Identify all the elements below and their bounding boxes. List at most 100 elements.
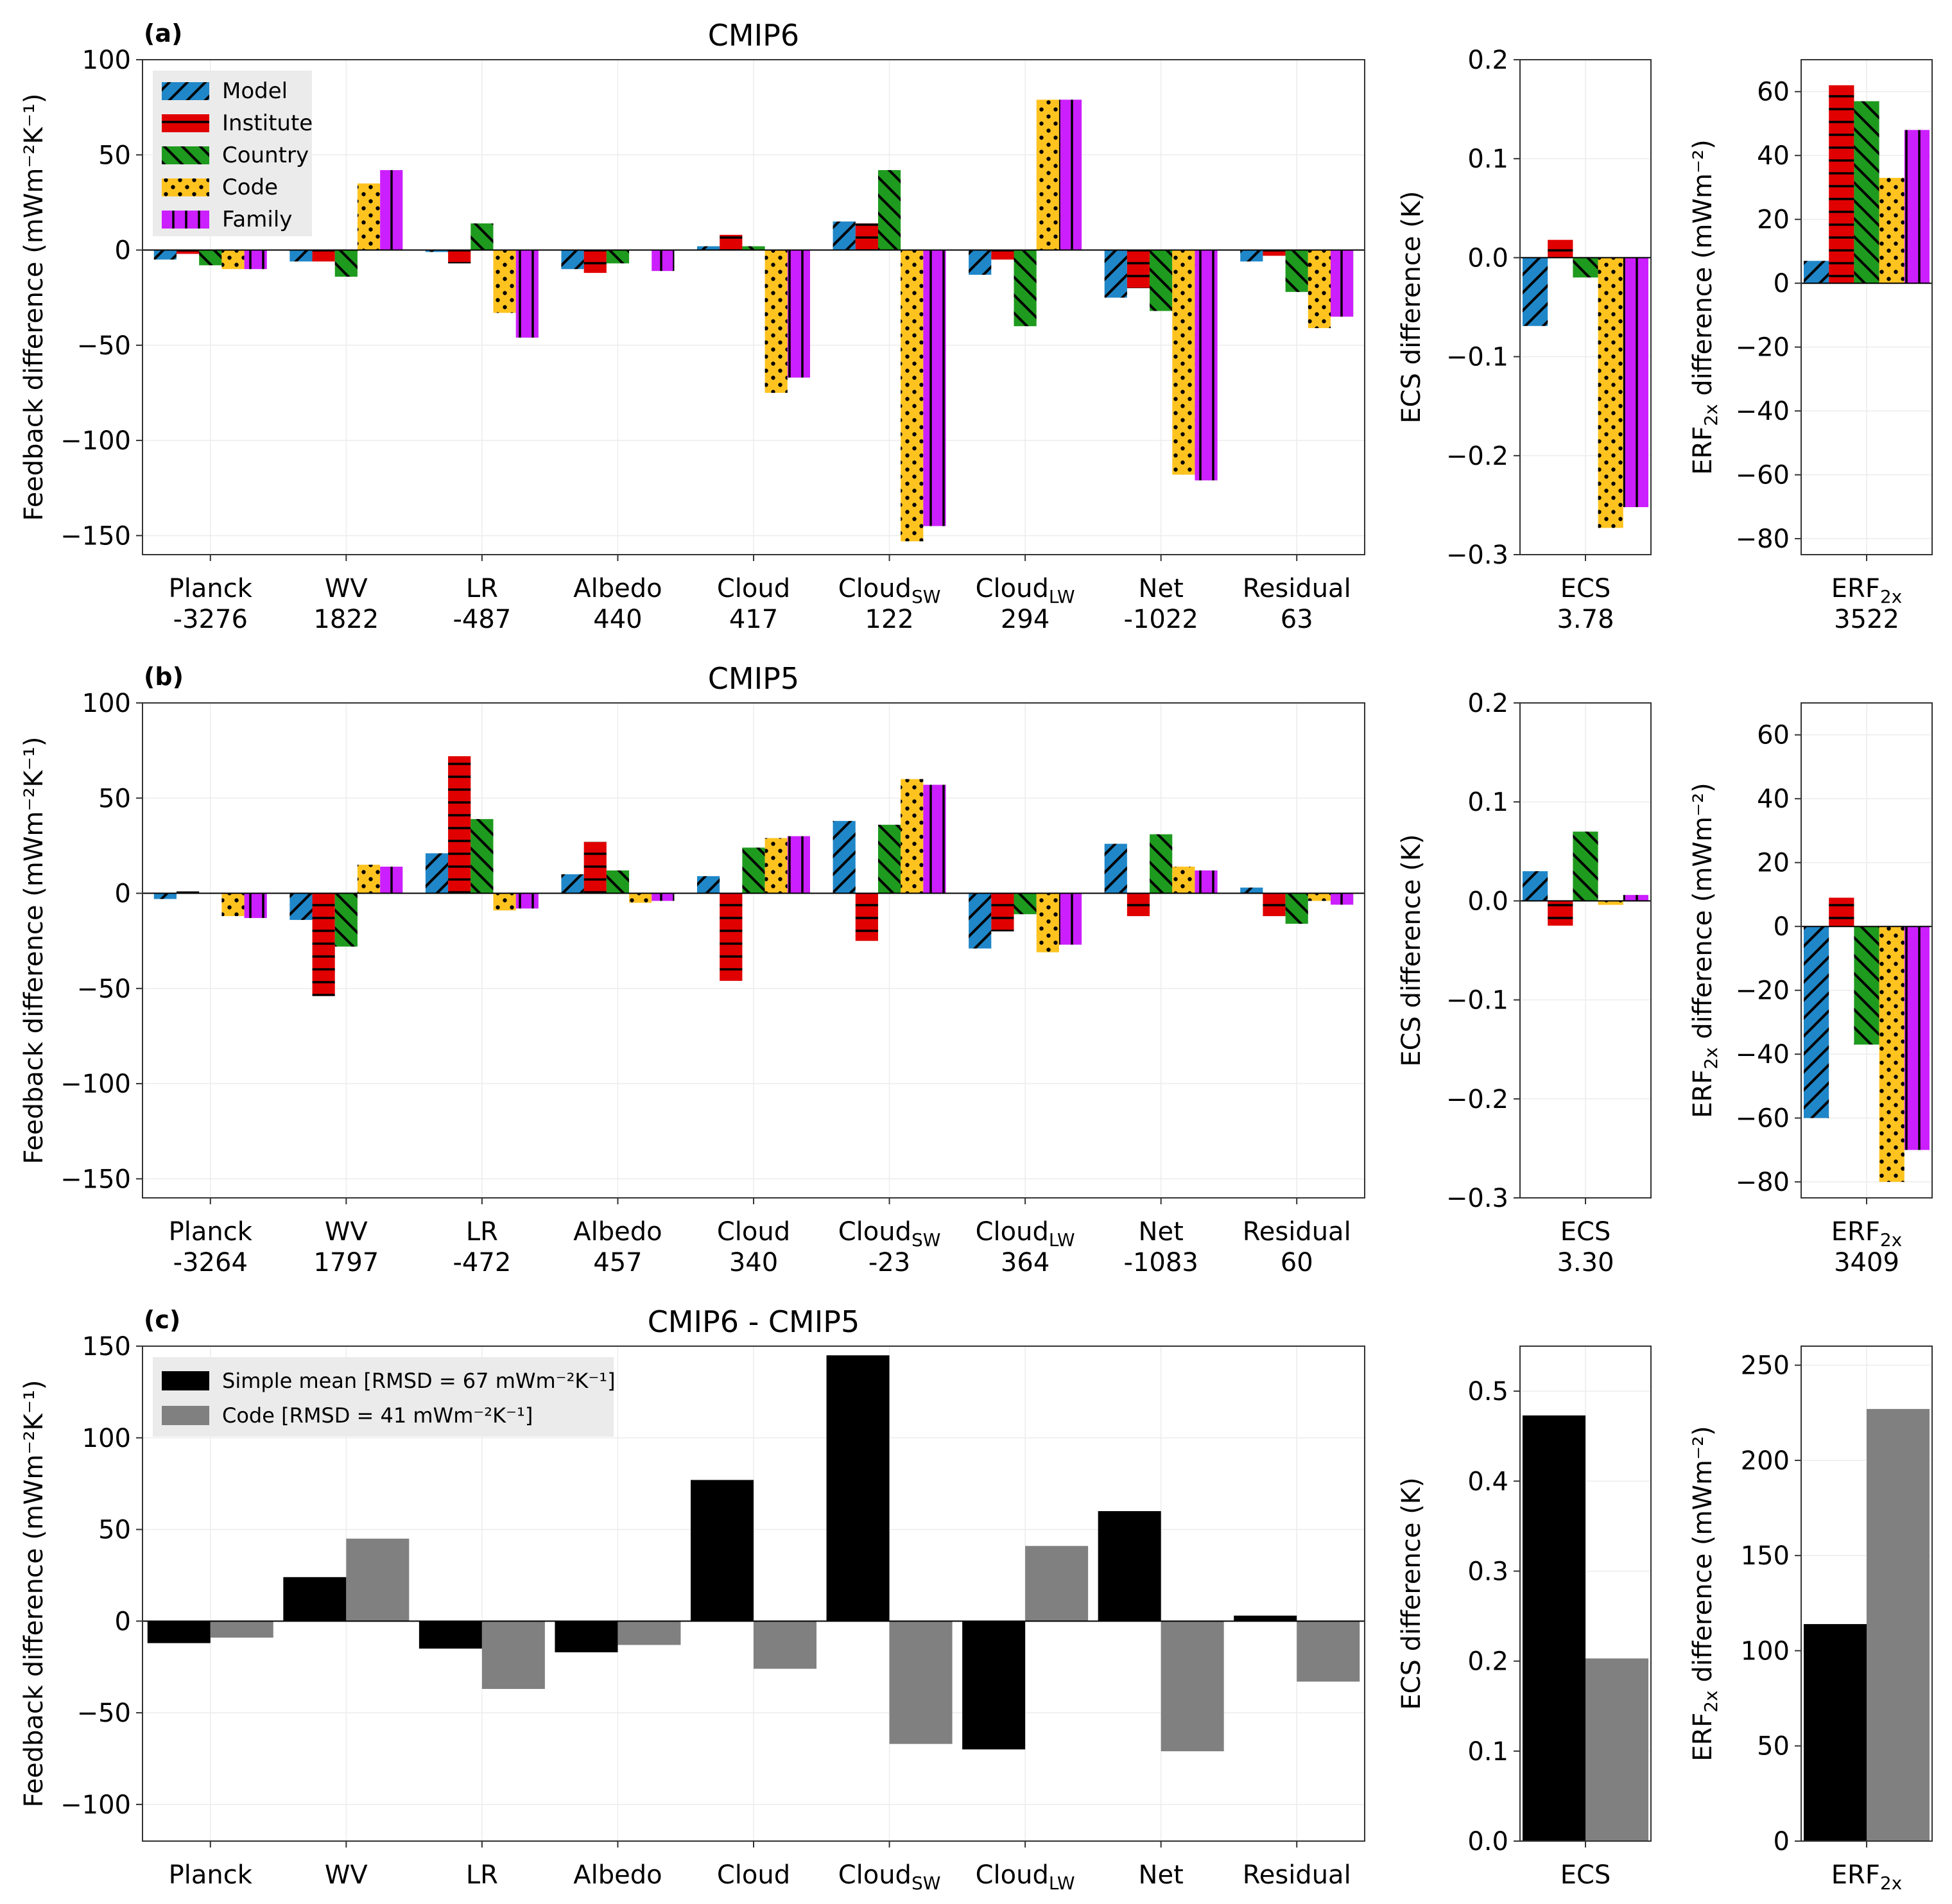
- panel-c-erf-bar-simple: [1804, 1623, 1867, 1841]
- panel-a-ylabel: Feedback difference (mWm⁻²K⁻¹): [19, 94, 49, 521]
- panel-b-erf-tick-label: ERF2x: [1831, 1217, 1902, 1251]
- panel-c-erf-tick-label: ERF2x: [1831, 1860, 1902, 1894]
- panel-a-bar-institute: [176, 250, 200, 254]
- panel-a-bar-institute: [583, 250, 607, 273]
- panel-b-value-label: -472: [453, 1248, 511, 1277]
- panel-c-tick-label: CloudLW: [976, 1860, 1075, 1894]
- panel-c-erf-ytick-label: 150: [1741, 1541, 1790, 1571]
- panel-c-bar-codec: [889, 1621, 953, 1744]
- panel-b-bar-institute: [991, 893, 1014, 931]
- panel-b-bar-country: [1150, 834, 1173, 894]
- panel-b-bar-code: [1036, 893, 1059, 953]
- panel-b-bar-code: [629, 893, 652, 903]
- panel-a-ytick-label: 0: [115, 236, 131, 266]
- panel-b-ecs-bar-code: [1598, 901, 1623, 905]
- panel-b-bar-code: [764, 838, 788, 894]
- panel-b-bar-code: [493, 893, 516, 911]
- panel-a-value-label: -3276: [173, 605, 248, 634]
- panel-a-frame: [142, 59, 1365, 555]
- panel-b-value-label: -23: [868, 1248, 910, 1277]
- panel-a-erf-tick-label: ERF2x: [1831, 574, 1902, 607]
- panel-b-ecs-ytick-label: −0.1: [1446, 986, 1508, 1016]
- panel-c-ecs-ytick-label: 0.1: [1467, 1737, 1508, 1767]
- panel-b-tick-label: Cloud: [717, 1217, 790, 1247]
- panel-a-ytick-label: 100: [82, 46, 131, 75]
- panel-c-erf-ytick-label: 0: [1774, 1827, 1790, 1856]
- panel-a-ecs-bar-model: [1523, 257, 1548, 326]
- panel-a-bar-code: [764, 250, 788, 393]
- panel-c-tick-label: CloudSW: [838, 1860, 941, 1894]
- legend-label-simple: Simple mean [RMSD = 67 mWm⁻²K⁻¹]: [222, 1369, 616, 1393]
- panel-a-tick-label: Residual: [1243, 574, 1351, 603]
- panel-c-tick-label: Planck: [169, 1860, 253, 1890]
- panel-a-ytick-label: 50: [98, 141, 131, 170]
- panel-a-bar-code: [1308, 250, 1331, 329]
- panel-c-title: CMIP6 - CMIP5: [648, 1304, 860, 1339]
- panel-b-ytick-label: −150: [60, 1164, 131, 1194]
- panel-c-bar-codec: [1161, 1621, 1224, 1752]
- panel-a-tick-label: CloudLW: [976, 574, 1075, 607]
- panel-b-erf-ytick-label: −60: [1736, 1104, 1790, 1134]
- panel-b-ecs-ytick-label: 0.0: [1467, 887, 1508, 916]
- panel-b-bar-family: [1195, 870, 1218, 894]
- panel-a-erf-ytick-label: −40: [1736, 397, 1790, 426]
- legend-c: Simple mean [RMSD = 67 mWm⁻²K⁻¹] Code [RM…: [153, 1357, 616, 1437]
- panel-a-ecs-bar-family: [1623, 257, 1648, 507]
- panel-a-ecs-ytick-label: −0.1: [1446, 343, 1508, 372]
- panel-b-ecs-bar-model: [1523, 871, 1548, 901]
- panel-b-bar-code: [1172, 867, 1195, 894]
- panel-b-value-label: 60: [1281, 1248, 1313, 1277]
- panel-a-ecs-tick-label: ECS: [1560, 574, 1611, 603]
- panel-b-ytick-label: −100: [60, 1069, 131, 1099]
- panel-a-value-label: -487: [453, 605, 511, 634]
- panel-a-erf-bar-institute: [1829, 85, 1854, 284]
- panel-c-bar-simple: [555, 1621, 618, 1652]
- panel-a-erf-ytick-label: 40: [1757, 141, 1790, 171]
- panel-a-bar-country: [606, 250, 630, 264]
- panel-a-bar-model: [969, 250, 992, 275]
- panel-b-bar-institute: [583, 842, 607, 894]
- panel-b-bar-family: [1331, 893, 1354, 905]
- panel-b-ytick-label: 50: [98, 784, 131, 813]
- panel-b-erf-ytick-label: −40: [1736, 1040, 1790, 1069]
- panel-a-bar-code: [493, 250, 516, 313]
- panel-c-erf-ytick-label: 100: [1741, 1636, 1790, 1666]
- legend-label-family: Family: [222, 207, 292, 232]
- panel-b-bar-country: [471, 818, 494, 894]
- panel-a-bar-family: [1058, 100, 1082, 250]
- panel-a-bar-family: [380, 169, 403, 250]
- legend-label-country: Country: [222, 143, 309, 168]
- panel-b-bar-country: [877, 824, 901, 894]
- panel-a-erf-bar-country: [1854, 101, 1879, 284]
- panel-b-value-label: 457: [593, 1248, 642, 1277]
- panel-a-erf-bar-family: [1904, 130, 1930, 284]
- panel-c-tick-label: Albedo: [573, 1860, 662, 1890]
- panel-b-erf-ytick-label: −20: [1736, 976, 1790, 1006]
- panel-b-ecs-bar-country: [1573, 831, 1598, 901]
- panel-a-value-label: -1022: [1124, 605, 1198, 634]
- panel-b-bar-country: [1014, 893, 1037, 915]
- panel-c-bar-codec: [1297, 1621, 1360, 1682]
- panel-b-ecs-bar-family: [1623, 895, 1648, 901]
- panel-a-tick-label: LR: [466, 574, 498, 603]
- panel-c-ecs-ytick-label: 0.4: [1467, 1467, 1508, 1496]
- panel-b-tick-label: CloudLW: [976, 1217, 1075, 1251]
- panel-b-value-label: 340: [729, 1248, 778, 1277]
- panel-a-bar-family: [244, 250, 267, 270]
- panel-a-bar-country: [1285, 250, 1308, 292]
- panel-c-bar-simple: [147, 1621, 211, 1643]
- panel-c-ytick-label: −50: [77, 1699, 131, 1728]
- panel-c-bar-simple: [962, 1621, 1026, 1750]
- panel-a-label: (a): [144, 19, 182, 48]
- panel-b-bar-institute: [1263, 893, 1286, 917]
- panel-a-bar-code: [221, 250, 245, 270]
- legend-a: Model Institute Country Code Family: [153, 71, 313, 236]
- panel-a-erf-bar-model: [1804, 261, 1829, 284]
- panel-a-bar-code: [1036, 100, 1059, 250]
- panel-a-bar-country: [742, 246, 765, 250]
- panel-b-bar-model: [1240, 887, 1263, 894]
- panel-a-tick-label: Planck: [169, 574, 253, 603]
- panel-b-erf-bar-model: [1804, 926, 1829, 1118]
- panel-c-ytick-label: −100: [60, 1790, 131, 1820]
- panel-c-ecs-ytick-label: 0.5: [1467, 1377, 1508, 1406]
